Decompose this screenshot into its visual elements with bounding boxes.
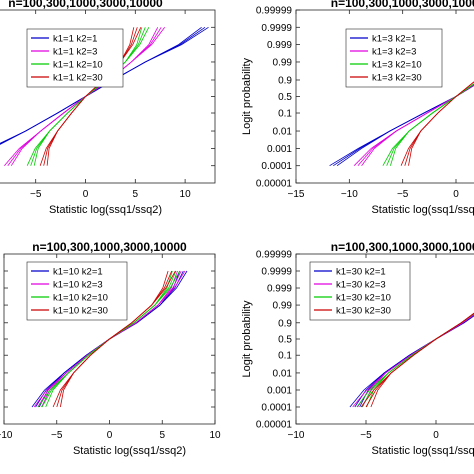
legend-entry: k1=1 k2=10	[53, 60, 103, 71]
y-tick-label: 0.00001	[256, 179, 293, 190]
series-4	[400, 81, 474, 166]
x-tick-label: −5	[360, 430, 372, 441]
legend-entry: k1=10 k2=1	[53, 267, 103, 278]
y-tick-label: 0.001	[267, 385, 292, 396]
x-tick-label: −10	[0, 430, 13, 441]
legend-entry: k1=10 k2=10	[53, 293, 108, 304]
series-4	[360, 312, 474, 408]
x-tick-label: 5	[159, 430, 165, 441]
x-tick-label: 0	[453, 189, 459, 200]
chart-title: n=100,300,1000,3000,10000	[8, 0, 163, 10]
y-tick-label: 0.001	[267, 144, 292, 155]
y-tick-label: 0.1	[278, 109, 292, 120]
legend: k1=3 k2=1 k1=3 k2=3 k1=3 k2=10 k1=3 k2=30	[345, 28, 443, 88]
series-line	[408, 81, 474, 166]
series-line	[46, 27, 142, 166]
x-tick-label: 0	[433, 430, 439, 441]
x-tick-label: 5	[133, 189, 139, 200]
legend-entry: k1=1 k2=30	[53, 73, 103, 84]
y-tick-label: 0.99	[273, 57, 293, 68]
y-axis-label: Logit probability	[241, 300, 253, 378]
chart-panel-4: n=100,300,1000,3000,10000−10−5050.999990…	[241, 240, 474, 457]
series-line	[60, 270, 176, 408]
legend-entry: k1=3 k2=10	[372, 60, 422, 71]
chart-title: n=100,300,1000,3000,10000	[331, 0, 474, 10]
x-tick-label: −15	[288, 189, 305, 200]
x-tick-label: −10	[288, 430, 305, 441]
x-tick-label: 10	[209, 430, 221, 441]
x-tick-label: 10	[180, 189, 192, 200]
series-4	[39, 27, 142, 166]
legend-entry: k1=1 k2=1	[53, 34, 97, 45]
legend-entry: k1=10 k2=3	[53, 280, 103, 291]
y-tick-label: 0.01	[273, 368, 293, 379]
legend-entry: k1=30 k2=10	[336, 293, 391, 304]
y-tick-label: 0.9999	[261, 23, 292, 34]
y-tick-label: 0.99999	[256, 250, 293, 261]
chart-title: n=100,300,1000,3000,10000	[331, 240, 474, 254]
series-line	[370, 312, 474, 408]
legend-entry: k1=3 k2=30	[372, 73, 422, 84]
legend: k1=1 k2=1 k1=1 k2=3 k1=1 k2=10 k1=1 k2=30	[26, 28, 124, 88]
legend-entry: k1=30 k2=1	[336, 267, 386, 278]
y-tick-label: 0.5	[278, 335, 292, 346]
x-tick-label: 0	[107, 430, 113, 441]
y-tick-label: 0.99999	[256, 6, 293, 17]
y-tick-label: 0.0001	[261, 161, 292, 172]
legend: k1=30 k2=1 k1=30 k2=3 k1=30 k2=10 k1=30 k2=…	[309, 261, 411, 321]
x-axis-label: Statistic log(ssq1/ssq2)	[49, 204, 162, 216]
x-tick-label: −5	[51, 430, 63, 441]
x-tick-label: −10	[341, 189, 358, 200]
y-tick-label: 0.99	[273, 301, 293, 312]
x-tick-label: 0	[83, 189, 89, 200]
y-axis-label: Logit probability	[241, 57, 253, 135]
legend-entry: k1=30 k2=3	[336, 280, 386, 291]
x-axis-label: Statistic log(ssq1/ssq2)	[73, 445, 186, 457]
legend: k1=10 k2=1 k1=10 k2=3 k1=10 k2=10 k1=10 k2=…	[26, 261, 128, 321]
y-tick-label: 0.9	[278, 318, 292, 329]
y-tick-label: 0.0001	[261, 402, 292, 413]
legend-entry: k1=30 k2=30	[336, 306, 391, 317]
legend-entry: k1=1 k2=3	[53, 47, 97, 58]
x-axis-label: Statistic log(ssq1/ssq2)	[371, 445, 474, 457]
legend-entry: k1=3 k2=1	[372, 34, 416, 45]
chart-title: n=100,300,1000,3000,10000	[32, 240, 187, 254]
y-tick-label: 0.999	[267, 40, 292, 51]
y-tick-label: 0.5	[278, 92, 292, 103]
y-tick-label: 0.1	[278, 351, 292, 362]
chart-panel-3: n=100,300,1000,3000,10000−10−505100.9999…	[0, 240, 221, 457]
y-tick-label: 0.00001	[256, 420, 293, 431]
x-tick-label: −5	[30, 189, 42, 200]
x-axis-label: Statistic log(ssq1/ssq2)	[371, 204, 474, 216]
chart-panel-2: n=100,300,1000,3000,10000−15−10−5050.999…	[241, 0, 474, 216]
y-tick-label: 0.9	[278, 75, 292, 86]
legend-entry: k1=3 k2=3	[372, 47, 416, 58]
series-4	[52, 270, 176, 408]
x-tick-label: −5	[397, 189, 409, 200]
y-tick-label: 0.01	[273, 127, 293, 138]
chart-panel-1: n=100,300,1000,3000,10000−10−505100.9999…	[0, 0, 216, 216]
y-tick-label: 0.9999	[261, 267, 292, 278]
legend-entry: k1=10 k2=30	[53, 306, 108, 317]
y-tick-label: 0.999	[267, 284, 292, 295]
